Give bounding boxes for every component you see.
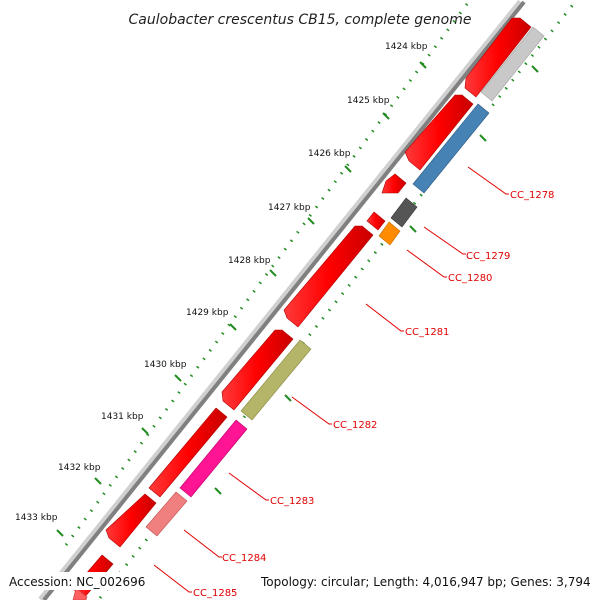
footer-accession-bg	[4, 572, 148, 590]
gene-cc1284	[145, 491, 188, 537]
tick-mark	[307, 217, 315, 225]
kbp-tick-marks	[56, 61, 539, 537]
kbp-label: 1427 kbp	[268, 203, 311, 213]
kbp-label: 1432 kbp	[58, 463, 101, 473]
kbp-label: 1433 kbp	[15, 513, 58, 523]
gene-label: CC_1278	[510, 190, 554, 201]
gene-label: CC_1281	[405, 327, 449, 338]
map-title: Caulobacter crescentus CB15, complete ge…	[129, 12, 472, 28]
tick-mark	[419, 61, 427, 69]
cds-arrow	[381, 173, 407, 194]
gene-cc1279	[390, 197, 418, 228]
leader-line	[183, 529, 222, 558]
footer-summary-bg	[256, 572, 596, 590]
gene-cc1282	[240, 339, 312, 421]
kbp-label: 1424 kbp	[385, 42, 428, 52]
gene-cc1278-gray	[480, 26, 545, 102]
outer-dotted-ruler	[64, 0, 472, 546]
tick-mark	[214, 487, 222, 495]
cds-arrow	[221, 329, 294, 411]
tick-mark	[531, 65, 539, 73]
cds-arrow	[148, 407, 228, 498]
footer-summary: Topology: circular; Length: 4,016,947 bp…	[260, 575, 591, 589]
tick-mark	[141, 427, 149, 435]
tick-mark	[94, 477, 102, 485]
gene-label: CC_1285	[193, 588, 237, 599]
gene-label: CC_1283	[270, 496, 314, 507]
tick-mark	[56, 529, 64, 537]
tick-mark	[284, 394, 292, 402]
leader-line	[365, 303, 404, 332]
label-leader-lines	[153, 166, 509, 593]
leader-line	[153, 564, 192, 593]
tick-mark	[174, 374, 182, 382]
kbp-label: 1431 kbp	[101, 412, 144, 422]
cds-arrow	[283, 225, 374, 328]
forward-cds-track	[72, 17, 532, 599]
gene-cc1280	[378, 221, 401, 246]
kbp-label: 1430 kbp	[144, 360, 187, 370]
kbp-label: 1428 kbp	[228, 256, 271, 266]
tick-mark	[479, 134, 487, 142]
cds-arrow	[105, 493, 157, 548]
cds-arrow	[366, 211, 386, 231]
leader-line	[228, 472, 269, 501]
gene-cc1278	[412, 103, 490, 194]
tick-mark	[269, 269, 277, 277]
cds-arrow	[404, 94, 474, 171]
leader-line	[406, 249, 447, 278]
genome-backbone	[42, 0, 526, 600]
backbone-shadow	[38, 0, 524, 600]
tick-mark	[344, 165, 352, 173]
tick-mark	[229, 323, 237, 331]
gene-cc1285	[72, 587, 88, 600]
labelled-genes	[72, 26, 545, 600]
gene-cc1283	[179, 419, 248, 498]
gene-label: CC_1279	[466, 251, 510, 262]
footer-accession: Accession: NC_002696	[9, 575, 145, 589]
tick-mark	[382, 112, 390, 120]
gene-label: CC_1280	[448, 273, 492, 284]
leader-line	[291, 396, 332, 425]
cds-arrow	[464, 17, 532, 98]
leader-line	[423, 226, 466, 255]
tick-mark	[409, 225, 417, 233]
kbp-label: 1426 kbp	[308, 149, 351, 159]
leader-line	[467, 166, 509, 195]
kbp-label: 1429 kbp	[186, 308, 229, 318]
gene-label: CC_1284	[222, 553, 266, 564]
gene-label: CC_1282	[333, 420, 377, 431]
kbp-label: 1425 kbp	[347, 96, 390, 106]
